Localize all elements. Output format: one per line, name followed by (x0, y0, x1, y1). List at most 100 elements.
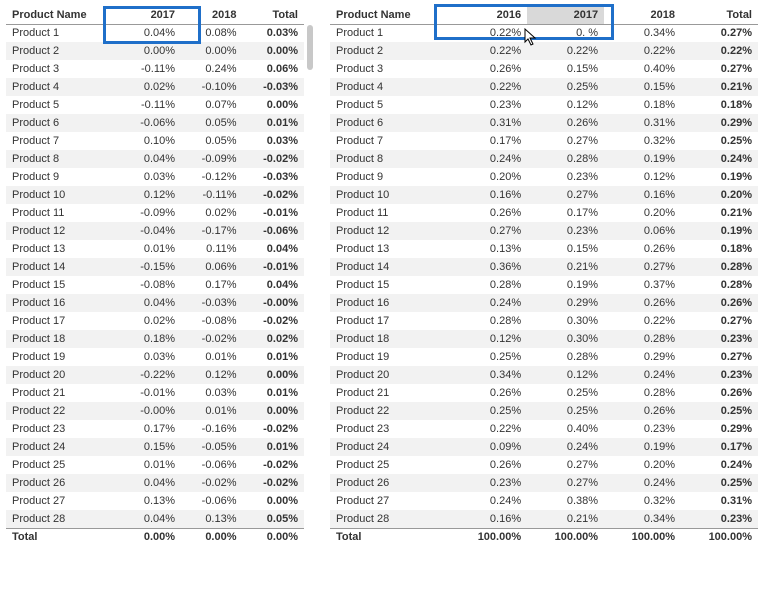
cell[interactable]: 0.17% (181, 276, 242, 294)
cell[interactable]: Product 26 (6, 474, 120, 492)
table-row[interactable]: Product 90.03%-0.12%-0.03% (6, 168, 304, 186)
table-row[interactable]: Product 40.02%-0.10%-0.03% (6, 78, 304, 96)
cell[interactable]: -0.16% (181, 420, 242, 438)
cell[interactable]: Product 28 (330, 510, 450, 528)
cell[interactable]: -0.02% (243, 456, 304, 474)
cell[interactable]: 0.12% (527, 96, 604, 114)
cell[interactable]: 0.21% (681, 78, 758, 96)
cell[interactable]: 0.02% (243, 330, 304, 348)
cell[interactable]: 0.06% (243, 60, 304, 78)
cell[interactable]: -0.02% (181, 474, 242, 492)
cell[interactable]: -0.08% (120, 276, 181, 294)
cell[interactable]: 0.01% (243, 384, 304, 402)
cell[interactable]: 0.31% (681, 492, 758, 510)
cell[interactable]: 0.30% (527, 330, 604, 348)
cell[interactable]: 0.01% (181, 348, 242, 366)
cell[interactable]: 0.01% (243, 438, 304, 456)
cell[interactable]: 0.11% (181, 240, 242, 258)
cell[interactable]: Product 10 (330, 186, 450, 204)
cell[interactable]: 0.20% (604, 456, 681, 474)
cell[interactable]: 0.05% (181, 132, 242, 150)
cell[interactable]: Product 25 (330, 456, 450, 474)
cell[interactable]: 0.03% (243, 132, 304, 150)
cell[interactable]: Product 4 (6, 78, 120, 96)
cell[interactable]: 0.25% (681, 474, 758, 492)
cell[interactable]: Product 11 (330, 204, 450, 222)
cell[interactable]: 0.12% (527, 366, 604, 384)
cell[interactable]: Product 10 (6, 186, 120, 204)
table-row[interactable]: Product 80.04%-0.09%-0.02% (6, 150, 304, 168)
cell[interactable]: 0.23% (681, 510, 758, 528)
cell[interactable]: 0.20% (450, 168, 527, 186)
cell[interactable]: 0.16% (450, 186, 527, 204)
cell[interactable]: 0.01% (243, 348, 304, 366)
cell[interactable]: 0.01% (181, 402, 242, 420)
cell[interactable]: 0.27% (681, 60, 758, 78)
cell[interactable]: 0.25% (450, 402, 527, 420)
table-row[interactable]: Product 260.23%0.27%0.24%0.25% (330, 474, 758, 492)
cell[interactable]: Product 24 (6, 438, 120, 456)
right-matrix-table[interactable]: Product Name201620172018Total Product 10… (330, 6, 758, 546)
cell[interactable]: Product 7 (6, 132, 120, 150)
cell[interactable]: 0.01% (243, 114, 304, 132)
cell[interactable]: 0.00% (243, 366, 304, 384)
cell[interactable]: 0.03% (243, 24, 304, 42)
cell[interactable]: Product 25 (6, 456, 120, 474)
cell[interactable]: -0.09% (120, 204, 181, 222)
cell[interactable]: 0.06% (181, 258, 242, 276)
cell[interactable]: -0.03% (243, 168, 304, 186)
cell[interactable]: 0.28% (527, 150, 604, 168)
right-header-cell[interactable]: 2018 (604, 6, 681, 24)
cell[interactable]: Product 19 (330, 348, 450, 366)
cell[interactable]: 0.26% (604, 240, 681, 258)
cell[interactable]: Product 2 (330, 42, 450, 60)
cell[interactable]: 0.04% (120, 294, 181, 312)
cell[interactable]: 0.02% (120, 312, 181, 330)
right-header-cell[interactable]: Product Name (330, 6, 450, 24)
table-row[interactable]: Product 180.12%0.30%0.28%0.23% (330, 330, 758, 348)
cell[interactable]: Product 20 (330, 366, 450, 384)
cell[interactable]: 0.18% (120, 330, 181, 348)
table-row[interactable]: Product 240.15%-0.05%0.01% (6, 438, 304, 456)
cell[interactable]: 0.00% (243, 42, 304, 60)
cell[interactable]: 0.30% (527, 312, 604, 330)
cell[interactable]: 0.24% (681, 150, 758, 168)
cell[interactable]: Product 16 (330, 294, 450, 312)
cell[interactable]: 0.26% (450, 204, 527, 222)
right-header-cell[interactable]: 2016 (450, 6, 527, 24)
cell[interactable]: 0.25% (681, 402, 758, 420)
table-row[interactable]: Product 11-0.09%0.02%-0.01% (6, 204, 304, 222)
cell[interactable]: 0.32% (604, 492, 681, 510)
table-row[interactable]: Product 30.26%0.15%0.40%0.27% (330, 60, 758, 78)
cell[interactable]: 0.07% (181, 96, 242, 114)
table-row[interactable]: Product 220.25%0.25%0.26%0.25% (330, 402, 758, 420)
cell[interactable]: 0.13% (120, 492, 181, 510)
table-row[interactable]: Product 270.24%0.38%0.32%0.31% (330, 492, 758, 510)
cell[interactable]: -0.02% (243, 186, 304, 204)
cell[interactable]: -0.12% (181, 168, 242, 186)
cell[interactable]: -0.01% (120, 384, 181, 402)
cell[interactable]: 0.22% (450, 24, 527, 42)
cell[interactable]: 0.26% (681, 294, 758, 312)
cell[interactable]: 0.00% (120, 42, 181, 60)
cell[interactable]: 0.28% (681, 276, 758, 294)
cell[interactable]: 0.19% (681, 222, 758, 240)
cell[interactable]: 0.26% (604, 402, 681, 420)
cell[interactable]: Product 14 (330, 258, 450, 276)
cell[interactable]: Product 17 (330, 312, 450, 330)
cell[interactable]: Product 12 (6, 222, 120, 240)
table-row[interactable]: Product 280.04%0.13%0.05% (6, 510, 304, 528)
cell[interactable]: Product 6 (6, 114, 120, 132)
cell[interactable]: 0.32% (604, 132, 681, 150)
cell[interactable]: Product 1 (6, 24, 120, 42)
cell[interactable]: 0.16% (604, 186, 681, 204)
cell[interactable]: 0.12% (450, 330, 527, 348)
cell[interactable]: Product 26 (330, 474, 450, 492)
cell[interactable]: 0.13% (450, 240, 527, 258)
cell[interactable]: 0.25% (450, 348, 527, 366)
cell[interactable]: 0.34% (604, 24, 681, 42)
table-row[interactable]: Product 250.01%-0.06%-0.02% (6, 456, 304, 474)
cell[interactable]: 0.18% (604, 96, 681, 114)
left-header-cell[interactable]: 2017 (120, 6, 181, 24)
cell[interactable]: 0.22% (604, 42, 681, 60)
